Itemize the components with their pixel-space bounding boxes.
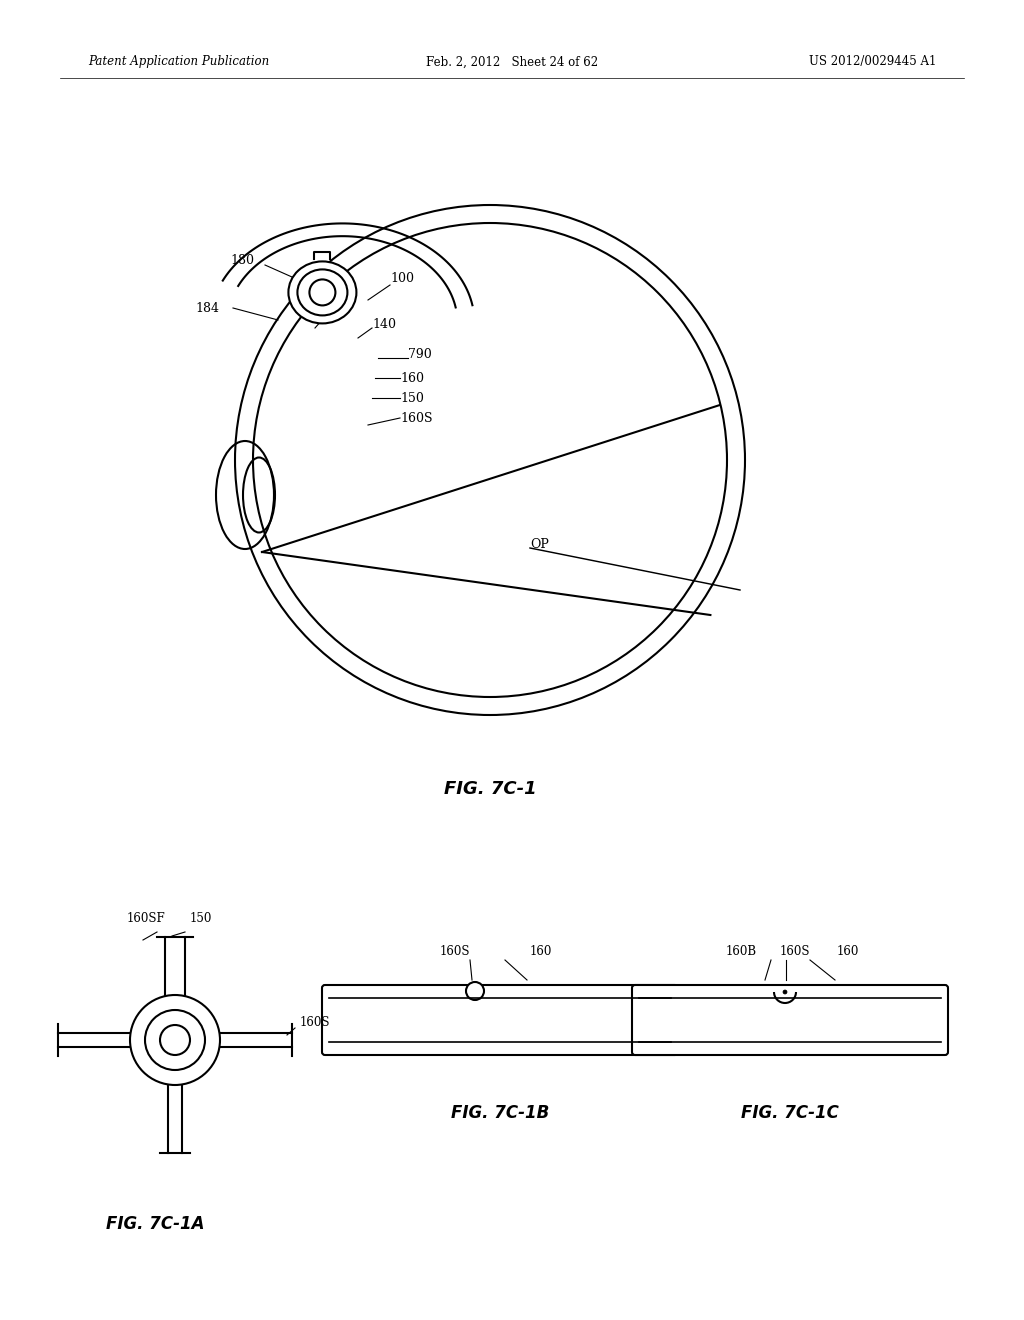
Text: 790: 790 bbox=[408, 348, 432, 362]
Text: FIG. 7C-1A: FIG. 7C-1A bbox=[105, 1214, 204, 1233]
Text: 160: 160 bbox=[400, 371, 424, 384]
Text: 120: 120 bbox=[322, 309, 346, 322]
Text: 100: 100 bbox=[390, 272, 414, 285]
Text: 140: 140 bbox=[372, 318, 396, 331]
Text: 184: 184 bbox=[195, 301, 219, 314]
Text: OP: OP bbox=[530, 539, 549, 552]
Text: 150: 150 bbox=[400, 392, 424, 404]
Text: 160SF: 160SF bbox=[126, 912, 165, 925]
Text: 160S: 160S bbox=[300, 1015, 331, 1028]
Ellipse shape bbox=[297, 269, 347, 315]
FancyBboxPatch shape bbox=[322, 985, 678, 1055]
Ellipse shape bbox=[289, 261, 356, 323]
Text: 150: 150 bbox=[190, 912, 212, 925]
Text: 160B: 160B bbox=[726, 945, 757, 958]
Text: Patent Application Publication: Patent Application Publication bbox=[88, 55, 269, 69]
Text: US 2012/0029445 A1: US 2012/0029445 A1 bbox=[809, 55, 936, 69]
Text: 160S: 160S bbox=[400, 412, 432, 425]
Text: 160: 160 bbox=[530, 945, 552, 958]
Circle shape bbox=[145, 1010, 205, 1071]
Circle shape bbox=[160, 1026, 190, 1055]
Text: FIG. 7C-1C: FIG. 7C-1C bbox=[741, 1104, 839, 1122]
Text: FIG. 7C-1: FIG. 7C-1 bbox=[443, 780, 537, 799]
Text: 180: 180 bbox=[230, 253, 254, 267]
Circle shape bbox=[309, 280, 336, 305]
FancyBboxPatch shape bbox=[632, 985, 948, 1055]
Circle shape bbox=[466, 982, 484, 1001]
Text: 160S: 160S bbox=[439, 945, 470, 958]
Circle shape bbox=[130, 995, 220, 1085]
Text: Feb. 2, 2012   Sheet 24 of 62: Feb. 2, 2012 Sheet 24 of 62 bbox=[426, 55, 598, 69]
Circle shape bbox=[783, 990, 787, 994]
Text: 160S: 160S bbox=[780, 945, 811, 958]
Text: FIG. 7C-1B: FIG. 7C-1B bbox=[451, 1104, 549, 1122]
Text: 160: 160 bbox=[837, 945, 859, 958]
